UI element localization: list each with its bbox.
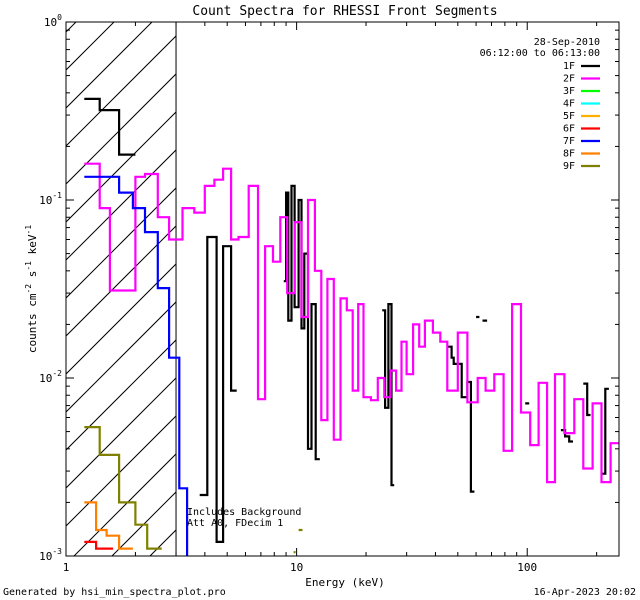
x-tick-label: 100 [517, 561, 537, 574]
y-tick-base: 10 [39, 194, 52, 207]
annotation-attenuator: Att A0, FDecim 1 [187, 518, 283, 529]
y-tick-base: 10 [39, 550, 52, 563]
x-tick-label: 10 [290, 561, 303, 574]
legend-label-7F: 7F [563, 136, 575, 147]
series-7F [84, 175, 189, 556]
series-8F [84, 501, 133, 550]
legend-label-8F: 8F [563, 149, 575, 160]
legend-label-6F: 6F [563, 124, 575, 135]
y-axis-label-sup3: -1 [24, 225, 33, 235]
series-line-2F [84, 162, 619, 484]
y-axis-label-sup1: -2 [24, 284, 33, 294]
hatch-line [66, 187, 177, 299]
legend-label-2F: 2F [563, 74, 575, 85]
series-line-6F [84, 540, 114, 550]
legend-label-4F: 4F [563, 99, 575, 110]
hatch-line [73, 453, 177, 556]
legend-date: 28-Sep-2010 [534, 37, 600, 48]
series-layer [84, 97, 619, 556]
y-tick-exponent: 0 [57, 13, 62, 22]
series-line-1F [84, 97, 609, 543]
y-tick-exponent: -3 [52, 547, 62, 556]
legend-label-3F: 3F [563, 86, 575, 97]
hatch-line [66, 377, 177, 489]
hatch-line [66, 35, 177, 147]
series-line-9F [84, 426, 303, 554]
y-axis-label-mid: s [26, 271, 39, 284]
series-9F [84, 426, 303, 554]
legend-label-5F: 5F [563, 111, 575, 122]
hatch-line [66, 225, 177, 337]
axis-ticks [65, 22, 619, 557]
y-tick-label: 10-1 [39, 191, 62, 207]
y-tick-base: 10 [44, 16, 57, 29]
y-tick-exponent: -2 [52, 369, 62, 378]
series-6F [84, 540, 114, 550]
excluded-region-hatch [66, 22, 177, 556]
legend-time-range: 06:12:00 to 06:13:00 [480, 48, 600, 59]
annotation-background: Includes Background [187, 507, 301, 518]
x-tick-label: 1 [63, 561, 70, 574]
chart-title: Count Spectra for RHESSI Front Segments [192, 4, 497, 19]
y-axis-label: counts cm-2 s-1 keV-1 [24, 225, 39, 353]
footer-timestamp: 16-Apr-2023 20:02 [534, 587, 636, 598]
y-axis-label-sup2: -1 [24, 261, 33, 271]
series-1F [84, 97, 609, 543]
footer-generator: Generated by hsi_min_spectra_plot.pro [3, 587, 226, 598]
legend-label-9F: 9F [563, 161, 575, 172]
x-axis-label: Energy (keV) [305, 576, 384, 589]
x-tick-labels: 1 10 100 [63, 561, 537, 574]
y-axis-label-mid2: keV [26, 234, 39, 261]
series-2F [84, 162, 619, 484]
y-tick-label: 10-3 [39, 547, 62, 563]
y-tick-exponent: -1 [52, 191, 62, 200]
y-tick-label: 10-2 [39, 369, 62, 385]
hatch-line [66, 73, 177, 185]
y-tick-label: 100 [44, 13, 62, 29]
y-tick-base: 10 [39, 372, 52, 385]
hatch-line [66, 263, 177, 375]
y-axis-label-main: counts cm [26, 293, 39, 353]
hatch-line [66, 22, 153, 109]
series-line-8F [84, 501, 133, 550]
legend-label-1F: 1F [563, 61, 575, 72]
series-line-7F [84, 175, 189, 556]
plot-frame [65, 21, 620, 557]
hatch-line [66, 415, 177, 527]
